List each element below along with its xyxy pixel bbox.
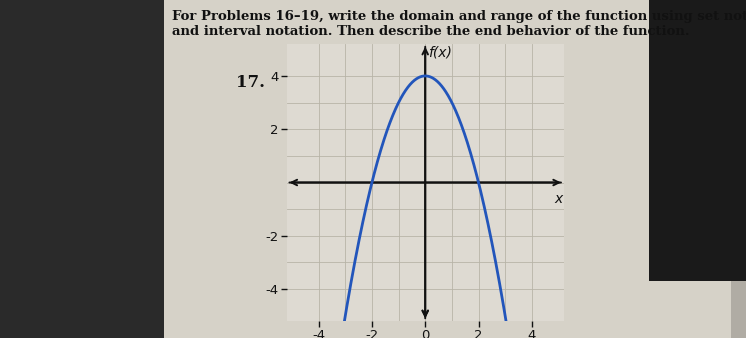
- Text: 17.: 17.: [236, 74, 265, 91]
- Bar: [0, 0, 164, 338]
- Text: x: x: [554, 192, 562, 206]
- Text: For Problems 16–19, write the domain and range of the function using set notatio: For Problems 16–19, write the domain and…: [172, 10, 746, 38]
- Bar: [164, 0, 731, 338]
- Bar: [649, 0, 746, 281]
- Text: f(x): f(x): [428, 45, 452, 59]
